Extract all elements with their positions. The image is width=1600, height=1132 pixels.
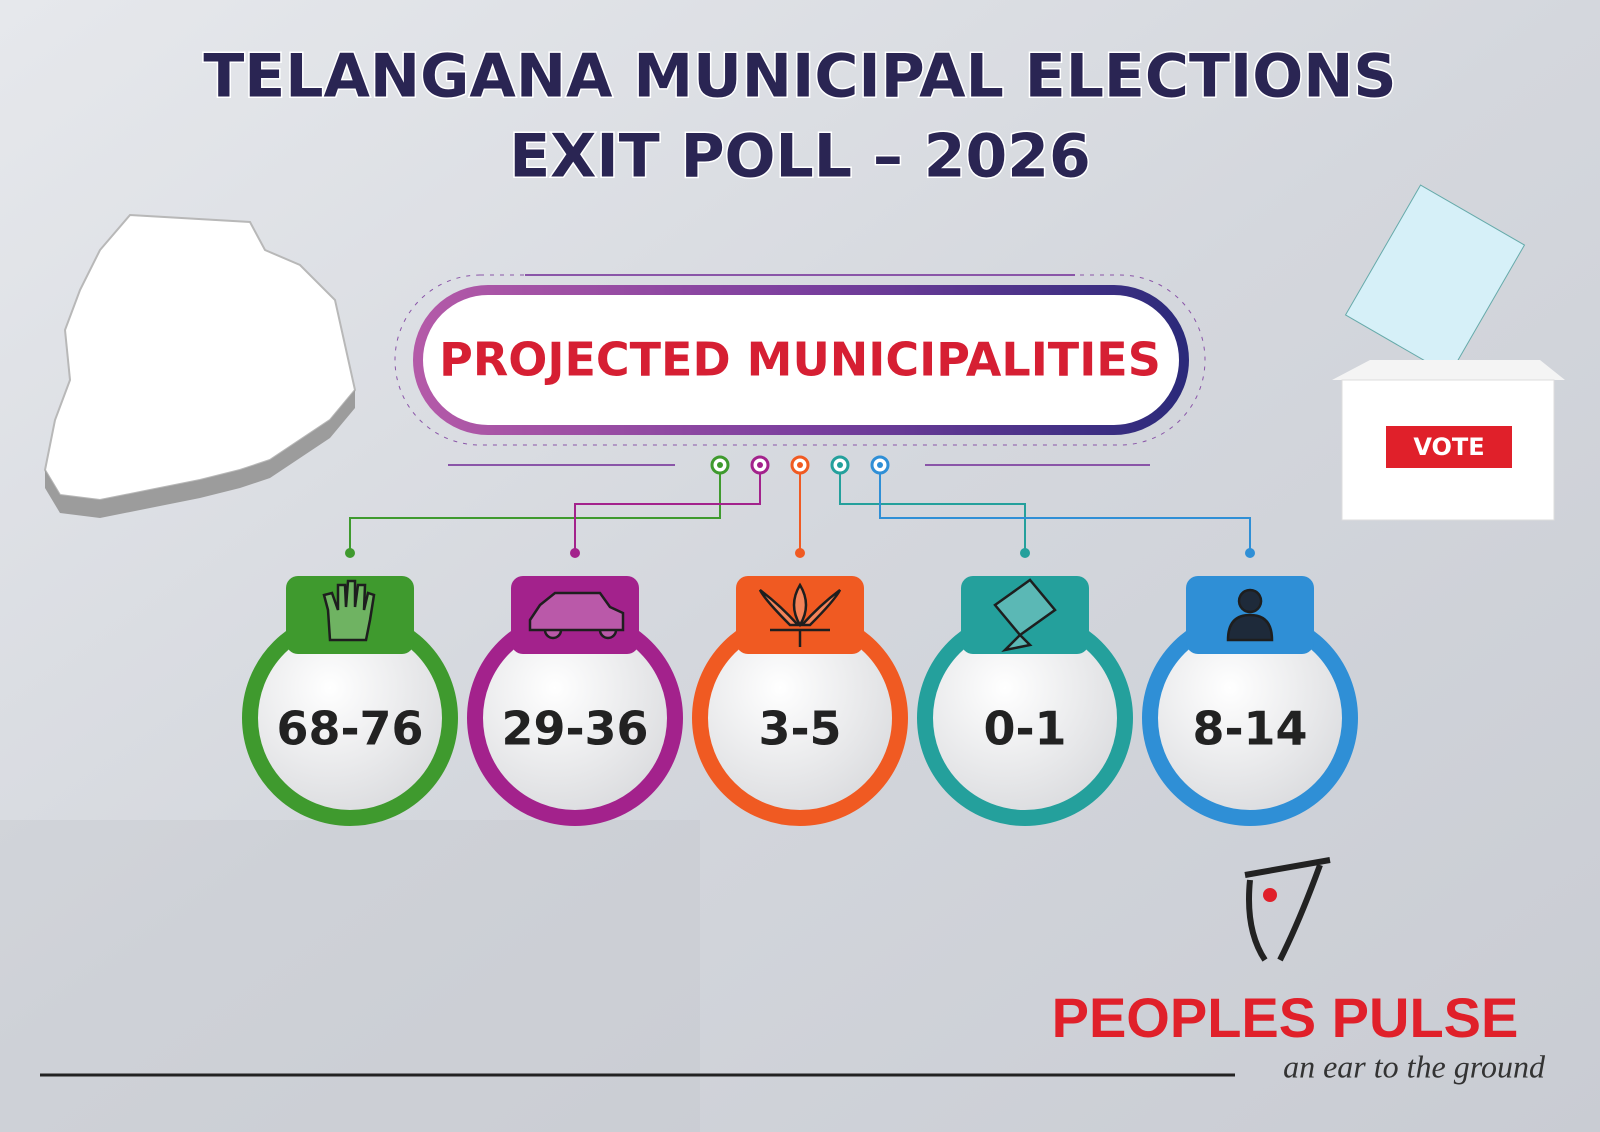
card-tab [286,576,414,654]
party-cards: 68-76 29-36 3-5 0-1 8-14 [242,455,1358,826]
vote-label: VOTE [1413,433,1484,461]
ballot-paper [1344,184,1526,376]
connector-dot-inner [797,462,803,468]
seat-range: 0-1 [983,702,1066,756]
banner: PROJECTED MUNICIPALITIES [394,274,1206,466]
card-tab [511,576,639,654]
connector-dot-inner [757,462,763,468]
connector-end [795,548,805,558]
brand-logo-dot [1263,888,1277,902]
connector-end [1245,548,1255,558]
title-line: TELANGANA MUNICIPAL ELECTIONS [203,42,1396,112]
party-symbol [758,582,842,647]
connector-end [1020,548,1030,558]
connector [839,472,1026,552]
connector-dot-inner [717,462,723,468]
party-symbol [528,591,625,640]
brand-name: PEOPLES PULSE [1052,986,1519,1049]
party-symbol [1226,588,1274,642]
banner-dashed [394,274,1206,446]
brand-tagline: an ear to the ground [1283,1048,1546,1084]
party-symbol [993,578,1057,653]
brand-logo [1244,857,1331,962]
seat-range: 3-5 [758,702,841,756]
banner-label: PROJECTED MUNICIPALITIES [439,333,1161,387]
connector-end [345,548,355,558]
seat-range: 68-76 [276,702,423,756]
connector-dot-inner [837,462,843,468]
connector-dot-inner [877,462,883,468]
connector [349,472,721,552]
ballot-box: VOTE [1332,184,1565,521]
card-tab [961,576,1089,654]
connector [879,472,1251,552]
title: TELANGANA MUNICIPAL ELECTIONS EXIT POLL … [202,40,1398,193]
connector [574,472,761,552]
title-line: EXIT POLL – 2026 [509,122,1091,192]
banner-pill [413,285,1189,435]
background-photo [0,820,700,1132]
connector-end [570,548,580,558]
brand: PEOPLES PULSE an ear to the ground [40,857,1546,1084]
state-map-edge [45,390,355,518]
party-symbol [322,579,376,642]
seat-range: 8-14 [1192,702,1307,756]
seat-range: 29-36 [501,702,648,756]
box-lid [1332,360,1565,380]
vote-label-bg [1384,424,1514,470]
